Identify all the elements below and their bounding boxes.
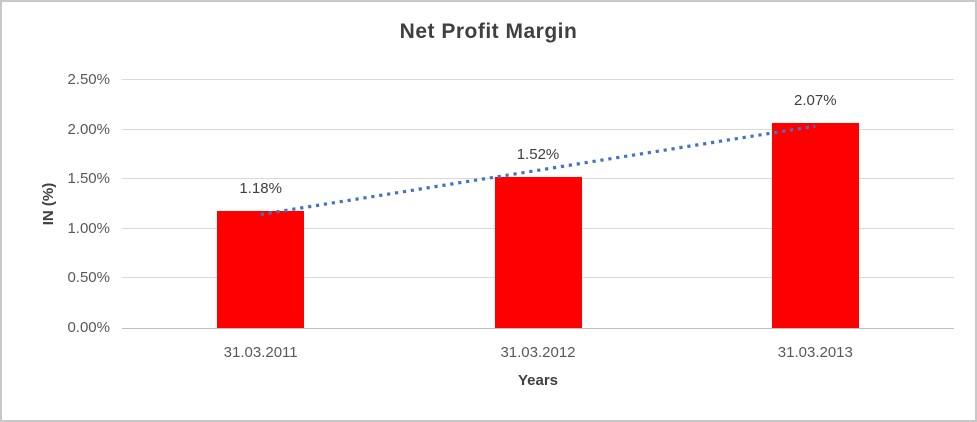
y-tick-label: 2.50% <box>67 71 110 88</box>
y-tick-label: 1.50% <box>67 170 110 188</box>
x-axis-title: Years <box>517 372 559 389</box>
x-tick-label: 31.03.2013 <box>777 344 853 361</box>
x-tick-label: 31.03.2012 <box>500 344 576 361</box>
plot-area: 1.18% 1.52% 2.07% <box>122 79 954 329</box>
y-gridline <box>122 79 954 80</box>
data-label: 1.52% <box>516 146 560 164</box>
y-tick-label: 0.50% <box>67 269 110 287</box>
x-axis-line <box>122 328 954 329</box>
y-tick-label: 2.00% <box>67 120 110 138</box>
bar-31.03.2013 <box>771 122 859 328</box>
y-tick-label: 0.00% <box>67 319 110 336</box>
y-axis-title: IN (%) <box>40 182 57 226</box>
data-label: 2.07% <box>794 91 837 109</box>
bar-31.03.2011 <box>217 210 305 328</box>
x-tick-label: 31.03.2011 <box>223 344 298 361</box>
y-tick-label: 1.00% <box>67 219 110 237</box>
bar-31.03.2012 <box>494 177 582 328</box>
data-label: 1.18% <box>239 179 282 197</box>
chart-title: Net Profit Margin <box>399 20 578 43</box>
